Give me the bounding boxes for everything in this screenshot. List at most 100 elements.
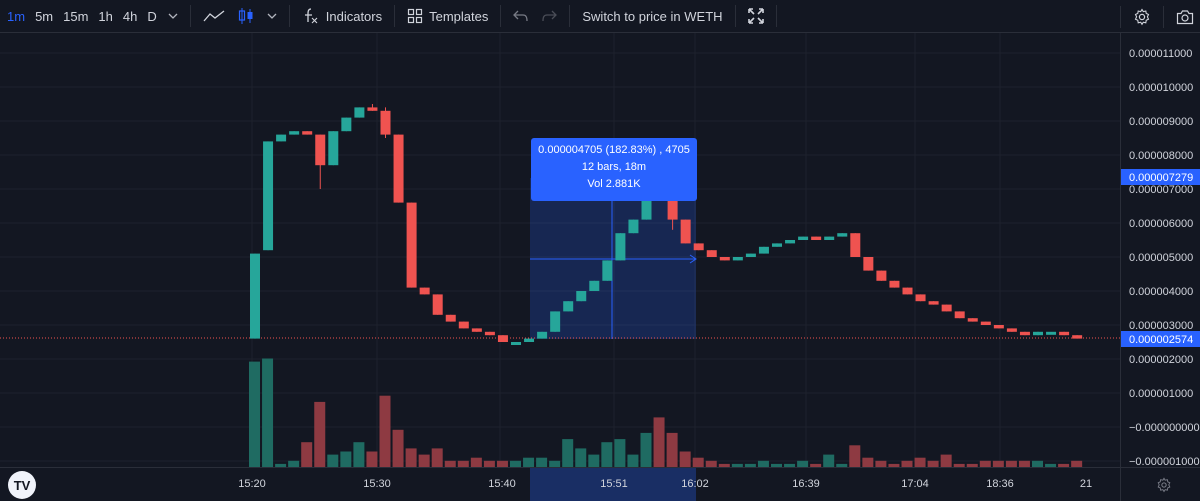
candle[interactable] xyxy=(276,134,287,142)
time-tick-label: 15:51 xyxy=(600,478,628,490)
volume-bar xyxy=(771,463,782,467)
candle[interactable] xyxy=(706,250,717,257)
snapshot-button[interactable] xyxy=(1170,0,1200,33)
candles-button[interactable] xyxy=(231,0,261,33)
timeframe-1m[interactable]: 1m xyxy=(7,8,26,24)
candle[interactable] xyxy=(537,331,548,339)
candle[interactable] xyxy=(628,219,639,234)
candle[interactable] xyxy=(758,246,769,254)
candle[interactable] xyxy=(524,338,535,342)
candle[interactable] xyxy=(1046,331,1057,335)
candle[interactable] xyxy=(1033,331,1043,336)
candle[interactable] xyxy=(850,233,861,257)
candle[interactable] xyxy=(589,280,600,291)
candle[interactable] xyxy=(458,321,469,329)
candle[interactable] xyxy=(680,219,691,244)
candle[interactable] xyxy=(445,314,456,322)
candle[interactable] xyxy=(772,243,782,247)
line-chart-button[interactable] xyxy=(197,0,231,33)
undo-button[interactable] xyxy=(507,0,535,33)
timeframe-dropdown[interactable] xyxy=(162,0,184,33)
volume-bar xyxy=(731,463,743,467)
switch-price-button[interactable]: Switch to price in WETH xyxy=(576,0,728,33)
candle[interactable] xyxy=(824,236,835,240)
candle[interactable] xyxy=(250,253,260,339)
timeframe-1h[interactable]: 1h xyxy=(98,8,113,24)
timeframe-d[interactable]: D xyxy=(147,8,157,24)
candle[interactable] xyxy=(471,328,482,332)
candle[interactable] xyxy=(863,257,874,271)
separator xyxy=(500,5,502,27)
candle[interactable] xyxy=(811,236,822,240)
candle[interactable] xyxy=(367,107,378,111)
price-tick-label: 0.000003000 xyxy=(1129,320,1193,332)
candle[interactable] xyxy=(941,304,952,312)
candle[interactable] xyxy=(915,294,926,302)
tradingview-logo[interactable]: TV xyxy=(8,471,36,499)
candle[interactable] xyxy=(602,260,613,281)
measure-bars-duration: 12 bars, 18m xyxy=(581,161,647,173)
candle[interactable] xyxy=(667,192,678,220)
candle[interactable] xyxy=(889,280,900,288)
time-axis-labels: 15:20 15:30 15:40 15:51 16:02 16:39 17:04 18:36… xyxy=(238,468,1092,501)
templates-button[interactable]: Templates xyxy=(401,0,494,33)
candle[interactable] xyxy=(497,335,508,342)
candle[interactable] xyxy=(1006,328,1017,332)
volume-bar xyxy=(914,457,926,467)
volume-bar xyxy=(679,451,691,467)
candle[interactable] xyxy=(380,110,391,135)
candle[interactable] xyxy=(354,107,365,118)
chart-pane[interactable]: 0.000004705 (182.83%) , 4705 12 bars, 18… xyxy=(0,33,1120,499)
candlestick-chart[interactable] xyxy=(0,33,1120,467)
candle[interactable] xyxy=(902,287,913,295)
candle[interactable] xyxy=(693,243,704,251)
candle[interactable] xyxy=(745,253,756,257)
candle[interactable] xyxy=(432,294,443,315)
candle[interactable] xyxy=(837,233,848,237)
candle[interactable] xyxy=(341,117,352,132)
candle[interactable] xyxy=(993,325,1004,329)
candle[interactable] xyxy=(484,331,495,336)
candle[interactable] xyxy=(1019,331,1030,336)
time-axis[interactable]: 15:20 15:30 15:40 15:51 16:02 16:39 17:04 18:36… xyxy=(0,467,1120,501)
price-tick-label: 0.000004000 xyxy=(1129,286,1193,298)
timeframe-4h[interactable]: 4h xyxy=(122,8,138,24)
volume-bar xyxy=(431,448,443,467)
candle[interactable] xyxy=(798,236,809,240)
candle[interactable] xyxy=(328,131,339,166)
candle[interactable] xyxy=(550,311,561,332)
chart-type-dropdown[interactable] xyxy=(261,0,283,33)
candle[interactable] xyxy=(289,131,300,135)
candle[interactable] xyxy=(732,257,743,261)
fullscreen-button[interactable] xyxy=(742,0,770,33)
gear-icon[interactable] xyxy=(1156,476,1172,493)
candle[interactable] xyxy=(511,342,521,345)
candle[interactable] xyxy=(615,233,626,261)
candle[interactable] xyxy=(315,134,326,166)
candle[interactable] xyxy=(928,301,939,305)
candle[interactable] xyxy=(263,141,274,251)
timeframe-5m[interactable]: 5m xyxy=(35,8,54,24)
candle[interactable] xyxy=(563,301,574,312)
separator xyxy=(394,5,396,27)
indicators-button[interactable]: Indicators xyxy=(296,0,388,33)
candle[interactable] xyxy=(876,270,887,281)
candle[interactable] xyxy=(576,291,587,302)
candle[interactable] xyxy=(719,257,730,261)
separator xyxy=(775,5,777,27)
candle[interactable] xyxy=(954,311,965,319)
settings-button[interactable] xyxy=(1127,0,1157,33)
volume-bar xyxy=(627,454,639,467)
candle[interactable] xyxy=(393,134,404,203)
candle[interactable] xyxy=(419,287,430,295)
candle[interactable] xyxy=(1059,331,1070,336)
candle[interactable] xyxy=(406,202,417,288)
redo-button[interactable] xyxy=(535,0,563,33)
price-axis[interactable]: 0.000011000 0.000010000 0.000009000 0.00000… xyxy=(1120,33,1200,468)
candle[interactable] xyxy=(980,321,991,325)
candle[interactable] xyxy=(302,131,313,135)
timeframe-15m[interactable]: 15m xyxy=(63,8,89,24)
candle[interactable] xyxy=(967,318,978,322)
candle[interactable] xyxy=(1072,335,1083,339)
candle[interactable] xyxy=(785,240,796,244)
